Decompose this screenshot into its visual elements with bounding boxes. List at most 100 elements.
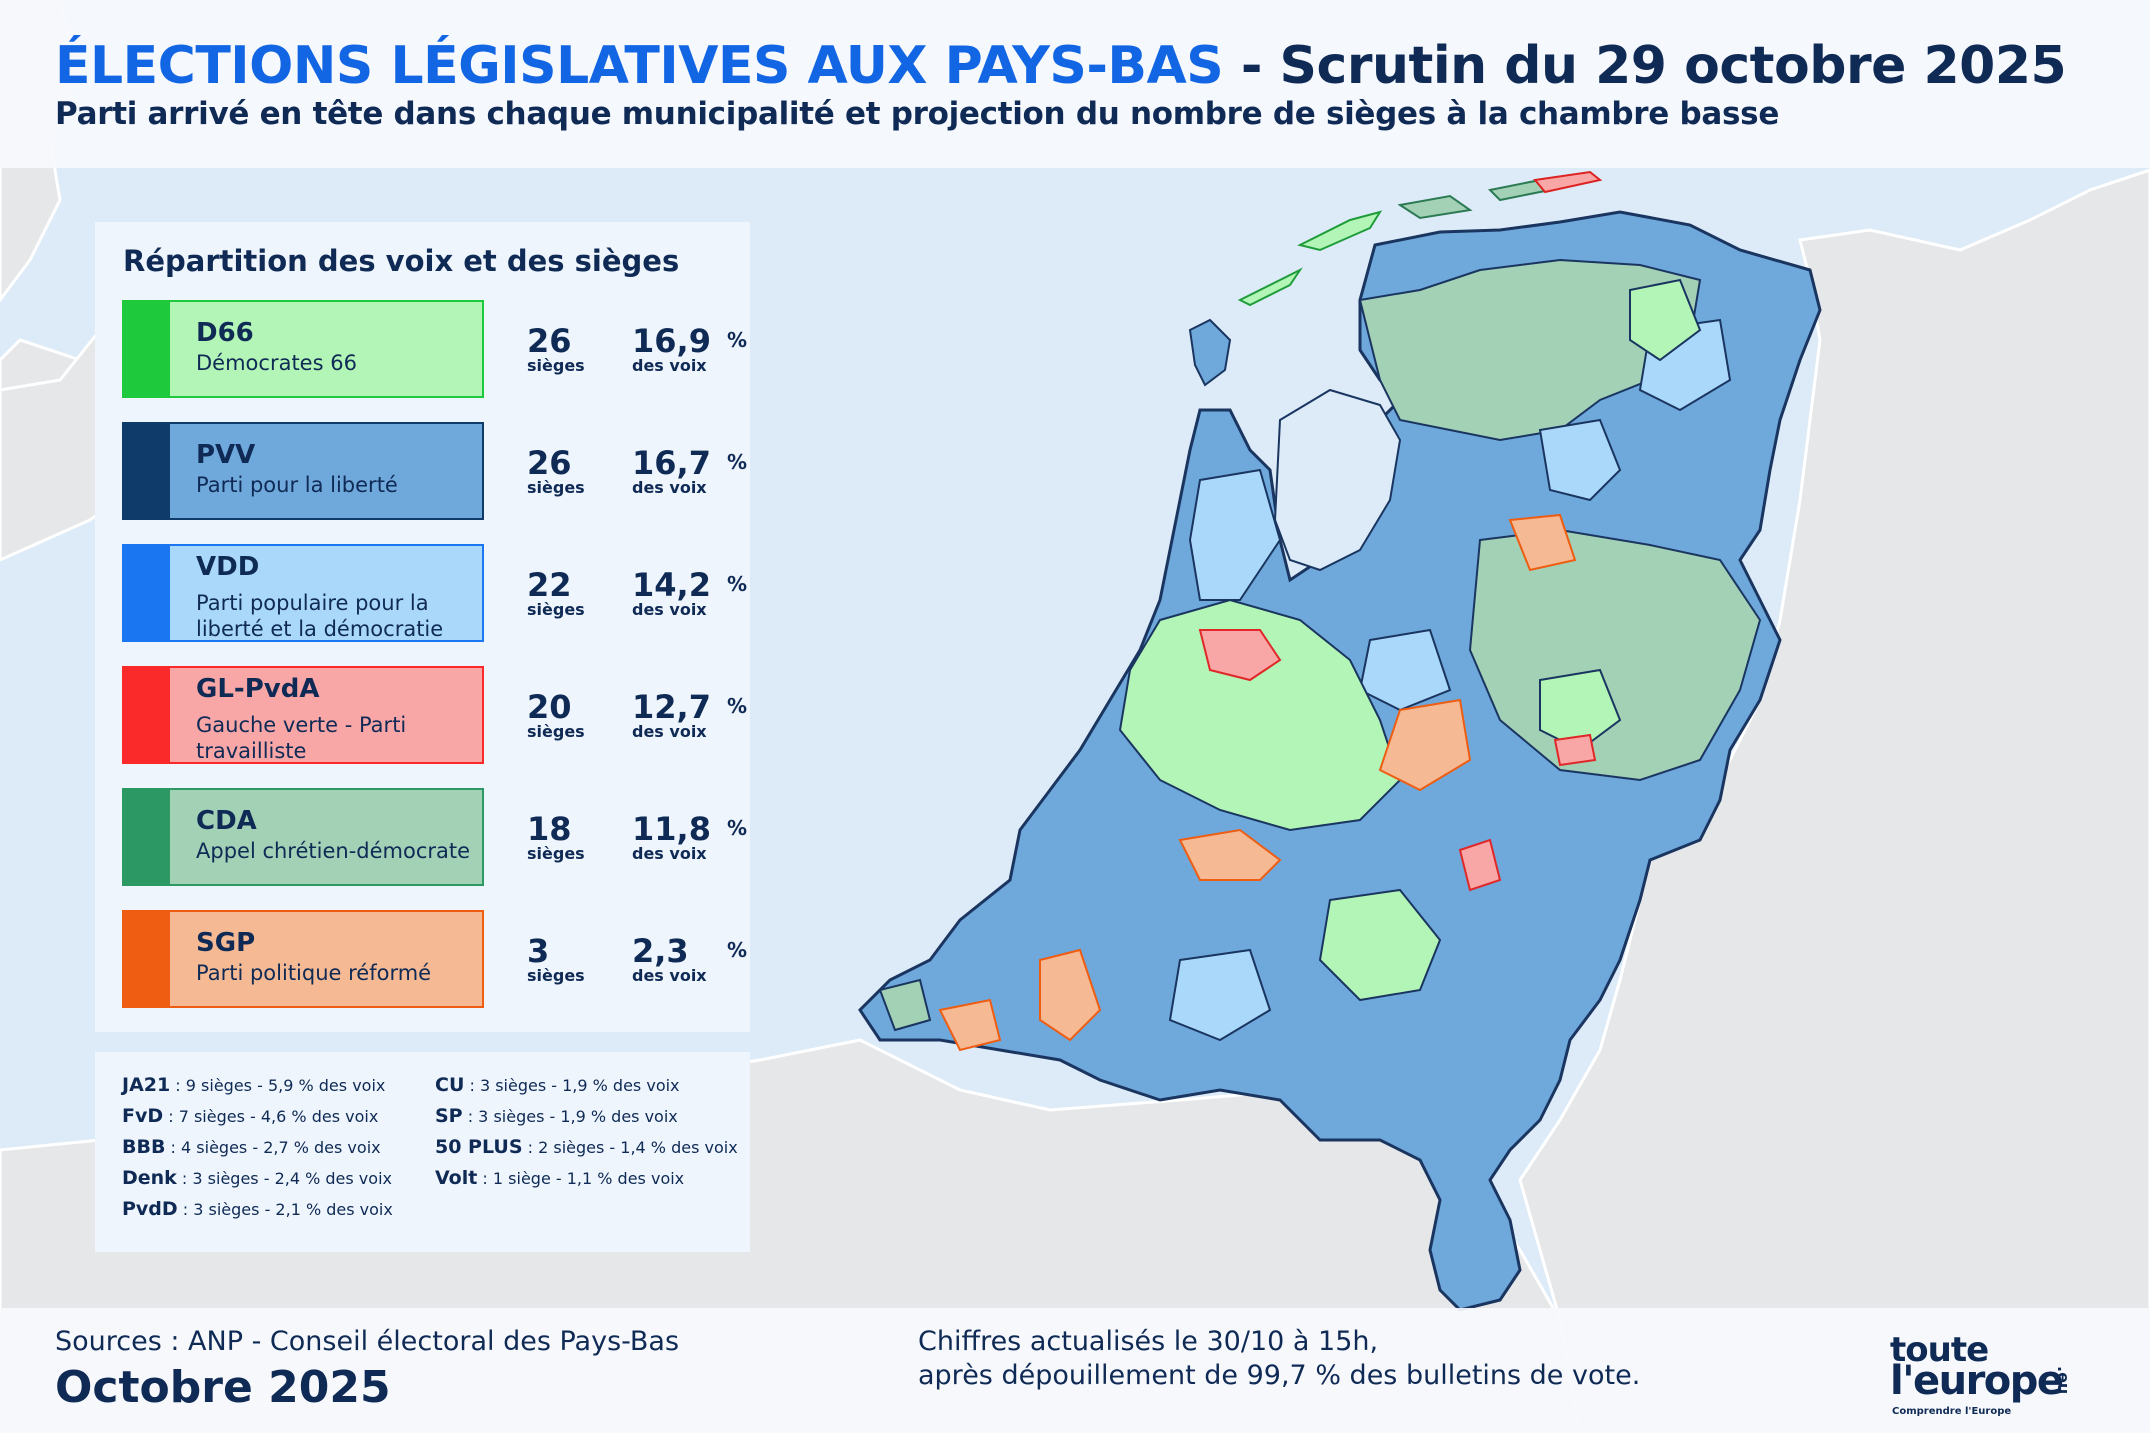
other-party-abbr: FvD (122, 1105, 164, 1127)
title-date: - Scrutin du 29 octobre 2025 (1223, 36, 2067, 96)
seats-count: 18 (527, 810, 572, 848)
party-swatch: CDA Appel chrétien-démocrate (122, 788, 484, 886)
party-abbr: CDA (196, 806, 257, 836)
region-d66-north (1629, 278, 1702, 362)
party-swatch: SGP Parti politique réformé (122, 910, 484, 1008)
other-party-abbr: JA21 (122, 1074, 171, 1096)
other-party-result: : 2 sièges - 1,4 % des voix (522, 1138, 738, 1157)
legend-title: Répartition des voix et des sièges (123, 244, 680, 278)
region-glpvda-amsterdam (1198, 629, 1282, 682)
other-party-result: : 9 sièges - 5,9 % des voix (170, 1076, 386, 1095)
other-party-result: : 3 sièges - 1,9 % des voix (462, 1107, 678, 1126)
party-stripe (124, 912, 170, 1006)
legend-panel: Répartition des voix et des sièges D66 D… (95, 222, 750, 1032)
region-d66-brabant (1318, 888, 1442, 1002)
island-terschelling (1297, 210, 1383, 252)
region-d66-randstad (1118, 598, 1402, 832)
other-party-item: FvD : 7 sièges - 4,6 % des voix (122, 1105, 378, 1127)
party-row-glpvda: GL-PvdA Gauche verte - Parti travaillist… (122, 666, 752, 766)
party-row-cda: CDA Appel chrétien-démocrate 18 sièges 1… (122, 788, 752, 888)
update-note-line1: Chiffres actualisés le 30/10 à 15h, (918, 1326, 1379, 1357)
other-party-item: SP : 3 sièges - 1,9 % des voix (435, 1105, 678, 1127)
ijsselmeer (1273, 388, 1402, 572)
publication-date: Octobre 2025 (55, 1362, 391, 1413)
toute-leurope-logo[interactable]: toute l'europe .eu Comprendre l'Europe (1890, 1330, 2100, 1420)
party-swatch: GL-PvdA Gauche verte - Parti travaillist… (122, 666, 484, 764)
party-swatch: D66 Démocrates 66 (122, 300, 484, 398)
region-d66-east (1539, 668, 1622, 752)
seats-label: sièges (527, 478, 585, 497)
other-party-item: PvdD : 3 sièges - 2,1 % des voix (122, 1198, 393, 1220)
percent-sign: % (727, 816, 748, 840)
other-party-result: : 3 sièges - 1,9 % des voix (464, 1076, 680, 1095)
seats-count: 26 (527, 322, 572, 360)
other-party-item: JA21 : 9 sièges - 5,9 % des voix (122, 1074, 385, 1096)
party-stripe (124, 302, 170, 396)
other-party-item: 50 PLUS : 2 sièges - 1,4 % des voix (435, 1136, 738, 1158)
region-vdd-3 (1188, 468, 1282, 601)
party-stripe (124, 668, 170, 762)
party-abbr: GL-PvdA (196, 674, 320, 704)
other-party-item: BBB : 4 sièges - 2,7 % des voix (122, 1136, 381, 1158)
party-name: Parti pour la liberté (196, 473, 398, 497)
logo-word-2: l'europe (1890, 1358, 2064, 1404)
region-sgp-urk (1508, 513, 1577, 572)
other-party-result: : 4 sièges - 2,7 % des voix (165, 1138, 381, 1157)
page-title: ÉLECTIONS LÉGISLATIVES AUX PAYS-BAS - Sc… (55, 36, 2067, 96)
other-party-result: : 1 siège - 1,1 % des voix (477, 1169, 685, 1188)
other-party-abbr: SP (435, 1105, 463, 1127)
other-party-item: Volt : 1 siège - 1,1 % des voix (435, 1167, 684, 1189)
seats-label: sièges (527, 722, 585, 741)
seats-count: 26 (527, 444, 572, 482)
region-sgp-veluwe (1378, 698, 1472, 792)
update-note-line2: après dépouillement de 99,7 % des bullet… (918, 1360, 1641, 1391)
region-sgp-biblebelt (1178, 828, 1282, 881)
seats-count: 22 (527, 566, 572, 604)
region-vdd-5 (1168, 948, 1272, 1042)
vote-share: 12,7 (632, 688, 711, 726)
header-band: ÉLECTIONS LÉGISLATIVES AUX PAYS-BAS - Sc… (0, 0, 2150, 168)
other-party-abbr: CU (435, 1074, 465, 1096)
percent-sign: % (727, 938, 748, 962)
region-glpvda-nijmegen (1458, 838, 1502, 892)
island-texel (1188, 318, 1232, 387)
votes-label: des voix (632, 844, 707, 863)
votes-label: des voix (632, 722, 707, 741)
logo-tagline: Comprendre l'Europe (1892, 1406, 2012, 1417)
percent-sign: % (727, 328, 748, 352)
seats-label: sièges (527, 356, 585, 375)
other-party-abbr: BBB (122, 1136, 166, 1158)
other-party-item: CU : 3 sièges - 1,9 % des voix (435, 1074, 680, 1096)
vote-share: 11,8 (632, 810, 711, 848)
other-party-result: : 3 sièges - 2,1 % des voix (177, 1200, 393, 1219)
percent-sign: % (727, 694, 748, 718)
other-party-result: : 3 sièges - 2,4 % des voix (176, 1169, 392, 1188)
other-party-result: : 7 sièges - 4,6 % des voix (163, 1107, 379, 1126)
party-swatch: PVV Parti pour la liberté (122, 422, 484, 520)
other-party-abbr: Volt (435, 1167, 478, 1189)
island-rottumeroog (1533, 170, 1603, 194)
percent-sign: % (727, 572, 748, 596)
party-row-pvv: PVV Parti pour la liberté 26 sièges 16,7… (122, 422, 752, 522)
party-abbr: VDD (196, 552, 260, 582)
sources-text: Sources : ANP - Conseil électoral des Pa… (55, 1326, 680, 1357)
island-vlieland (1237, 267, 1303, 307)
region-cda-zeeland (878, 978, 932, 1032)
party-stripe (124, 790, 170, 884)
party-name: Démocrates 66 (196, 351, 357, 375)
region-glpvda-enschede (1553, 733, 1597, 767)
seats-label: sièges (527, 600, 585, 619)
seats-count: 3 (527, 932, 550, 970)
seats-label: sièges (527, 966, 585, 985)
party-abbr: PVV (196, 440, 256, 470)
votes-label: des voix (632, 966, 707, 985)
seats-count: 20 (527, 688, 572, 726)
party-name: Gauche verte - Parti travailliste (196, 713, 407, 763)
party-row-sgp: SGP Parti politique réformé 3 sièges 2,3… (122, 910, 752, 1010)
other-party-abbr: PvdD (122, 1198, 178, 1220)
other-party-item: Denk : 3 sièges - 2,4 % des voix (122, 1167, 392, 1189)
vote-share: 16,9 (632, 322, 711, 360)
party-abbr: SGP (196, 928, 256, 958)
page-subtitle: Parti arrivé en tête dans chaque municip… (55, 96, 1780, 132)
party-abbr: D66 (196, 318, 254, 348)
